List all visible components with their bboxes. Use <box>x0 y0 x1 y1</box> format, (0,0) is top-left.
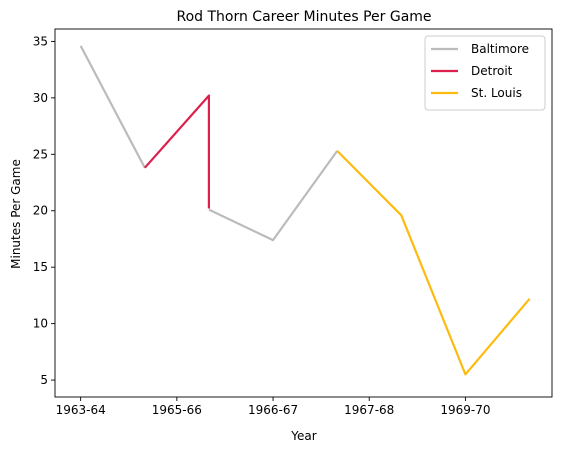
series-line-2-0 <box>336 150 531 376</box>
x-tick-label: 1965-66 <box>152 403 202 417</box>
y-axis-title: Minutes Per Game <box>9 159 23 269</box>
legend-label: Baltimore <box>471 42 529 56</box>
y-tick-label: 5 <box>40 373 48 387</box>
y-tick-label: 15 <box>33 260 48 274</box>
legend-box <box>424 35 546 111</box>
y-tick-label: 25 <box>33 147 48 161</box>
series-layer <box>79 45 531 376</box>
x-tick-label: 1966-67 <box>248 403 298 417</box>
y-tick-label: 10 <box>33 317 48 331</box>
series-line-0-0 <box>79 45 146 169</box>
y-tick-label: 30 <box>33 91 48 105</box>
y-tick-label: 35 <box>33 34 48 48</box>
x-tick-label: 1969-70 <box>440 403 490 417</box>
y-axis: 5 10 15 20 25 30 35 <box>33 34 55 387</box>
legend-label: Detroit <box>471 64 513 78</box>
x-axis: 1963-64 1965-66 1966-67 1967-68 1969-70 <box>56 397 490 417</box>
series-line-1-0 <box>143 94 210 209</box>
legend-label: St. Louis <box>471 86 522 100</box>
y-tick-label: 20 <box>33 204 48 218</box>
x-tick-label: 1963-64 <box>56 403 106 417</box>
legend: Baltimore Detroit St. Louis <box>424 35 546 111</box>
chart-title: Rod Thorn Career Minutes Per Game <box>176 9 431 25</box>
x-axis-title: Year <box>290 429 316 443</box>
x-tick-label: 1967-68 <box>344 403 394 417</box>
series-line-0-1 <box>208 150 339 242</box>
plot-frame <box>54 28 553 398</box>
